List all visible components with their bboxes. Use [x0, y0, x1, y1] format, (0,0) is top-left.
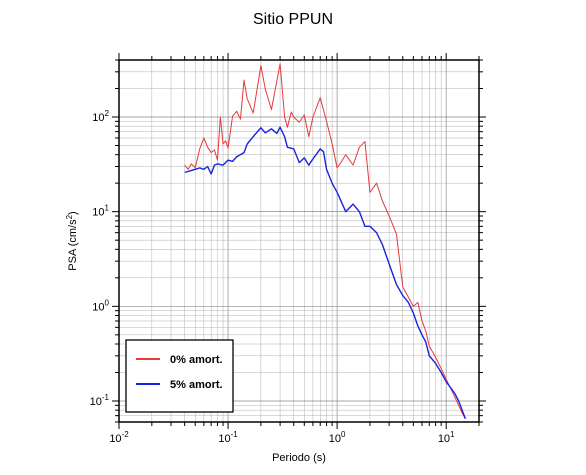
x-tick-label: 10-1 [218, 430, 238, 445]
x-axis-label: Periodo (s) [272, 452, 326, 464]
x-tick-label: 101 [438, 430, 455, 445]
chart-title: Sitio PPUN [253, 11, 333, 28]
y-tick-label: 102 [92, 109, 109, 124]
tick-marks [112, 53, 486, 429]
x-tick-labels: 10-2 10-1 100 101 [109, 430, 455, 445]
y-axis-label-sup: 2 [65, 214, 74, 219]
series-layer [184, 63, 467, 419]
series-line-5pct [184, 126, 467, 419]
legend-box [125, 339, 234, 413]
legend-label-0pct: 0% amort. [170, 354, 223, 366]
y-axis-label: PSA (cm/s2) [65, 211, 79, 270]
plot-frame [118, 59, 480, 423]
y-tick-label: 101 [92, 204, 109, 219]
x-tick-label: 10-2 [109, 430, 129, 445]
legend: 0% amort. 5% amort. [125, 339, 234, 413]
series-line-0pct [184, 63, 466, 419]
legend-label-5pct: 5% amort. [170, 379, 223, 391]
y-axis-label-end: ) [67, 211, 79, 215]
y-tick-label: 10-1 [90, 393, 110, 408]
y-axis-label-main: PSA (cm/s [67, 219, 79, 271]
y-tick-labels: 10-1 100 101 102 [90, 109, 110, 408]
x-tick-label: 100 [329, 430, 346, 445]
y-tick-label: 100 [92, 298, 109, 313]
